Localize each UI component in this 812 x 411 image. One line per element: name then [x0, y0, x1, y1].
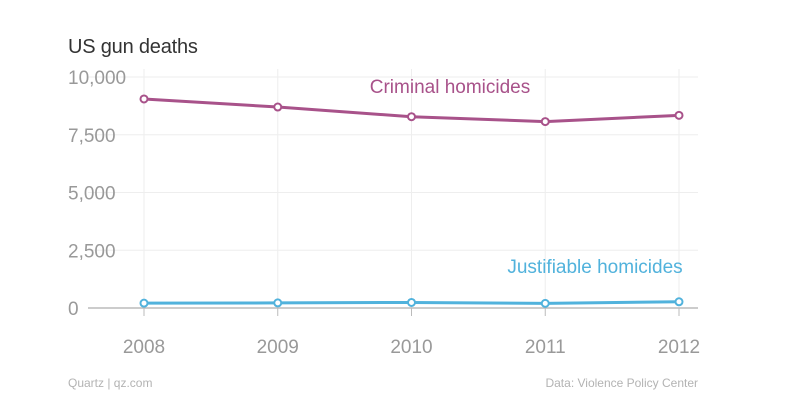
data-point: [273, 102, 283, 112]
series-label: Criminal homicides: [370, 77, 531, 98]
y-tick-label: 0: [68, 299, 79, 320]
source-credit: Quartz | qz.com: [68, 376, 153, 390]
y-tick-label: 7,500: [68, 126, 116, 147]
data-point: [674, 297, 684, 307]
x-tick-label: 2011: [525, 337, 566, 358]
data-point: [674, 110, 684, 120]
data-point: [540, 117, 550, 127]
data-point: [273, 298, 283, 308]
y-tick-label: 10,000: [68, 68, 126, 89]
y-tick-label: 5,000: [68, 184, 116, 205]
x-tick-label: 2012: [658, 337, 700, 358]
grid-layer: [88, 69, 698, 308]
x-tick-label: 2008: [123, 337, 165, 358]
data-point: [540, 298, 550, 308]
x-tick-label: 2009: [257, 337, 299, 358]
series-layer: [139, 94, 684, 308]
data-point: [407, 112, 416, 122]
x-tick-label: 2010: [390, 337, 432, 358]
label-layer: 0 2,500 5,000 7,500 10,000 2008 2009 2010 2011 20…: [68, 68, 700, 358]
y-tick-label: 2,500: [68, 241, 116, 262]
chart-title: US gun deaths: [68, 36, 198, 58]
axis-layer: [88, 307, 698, 316]
data-point: [139, 94, 149, 104]
data-point: [407, 297, 416, 307]
series-label: Justifiable homicides: [507, 257, 682, 278]
data-source: Data: Violence Policy Center: [545, 376, 698, 390]
data-point: [139, 298, 149, 308]
